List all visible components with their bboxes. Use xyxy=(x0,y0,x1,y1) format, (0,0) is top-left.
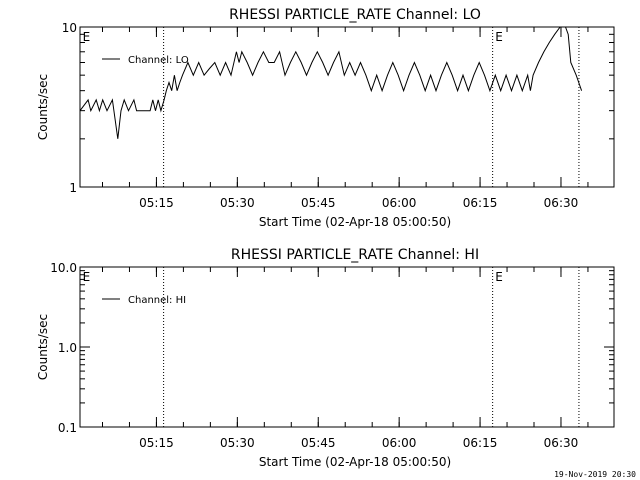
event-marker: E xyxy=(83,30,91,44)
plot-frame xyxy=(79,266,615,428)
y-tick-label: 0.1 xyxy=(58,421,77,435)
x-tick-label: 06:30 xyxy=(544,196,579,210)
y-tick-label: 1 xyxy=(69,181,77,195)
chart-title: RHESSI PARTICLE_RATE Channel: LO xyxy=(229,7,481,23)
x-tick-label: 06:30 xyxy=(544,436,579,450)
event-marker: E xyxy=(495,270,503,284)
x-tick-label: 06:15 xyxy=(463,436,498,450)
x-tick-label: 05:30 xyxy=(220,436,255,450)
series-line xyxy=(79,26,583,139)
x-tick-label: 05:15 xyxy=(139,436,174,450)
plot-frame xyxy=(79,26,615,188)
x-tick-label: 05:45 xyxy=(301,196,336,210)
event-marker: E xyxy=(495,30,503,44)
y-tick-label: 10 xyxy=(62,21,77,35)
event-marker: E xyxy=(83,270,91,284)
x-tick-label: 05:15 xyxy=(139,196,174,210)
footer-timestamp: 19-Nov-2019 20:30 xyxy=(554,470,636,479)
y-axis-label: Counts/sec xyxy=(36,74,50,140)
x-tick-label: 06:15 xyxy=(463,196,498,210)
legend-label: Channel: HI xyxy=(128,295,186,306)
x-axis-label: Start Time (02-Apr-18 05:00:50) xyxy=(259,215,451,229)
y-tick-label: 1.0 xyxy=(58,341,77,355)
x-tick-label: 05:45 xyxy=(301,436,336,450)
x-axis-label: Start Time (02-Apr-18 05:00:50) xyxy=(259,455,451,469)
x-tick-label: 06:00 xyxy=(382,436,417,450)
y-axis-label: Counts/sec xyxy=(36,314,50,380)
x-tick-label: 05:30 xyxy=(220,196,255,210)
legend-label: Channel: LO xyxy=(128,55,189,66)
x-tick-label: 06:00 xyxy=(382,196,417,210)
y-tick-label: 10.0 xyxy=(50,261,77,275)
chart-title: RHESSI PARTICLE_RATE Channel: HI xyxy=(231,247,479,263)
